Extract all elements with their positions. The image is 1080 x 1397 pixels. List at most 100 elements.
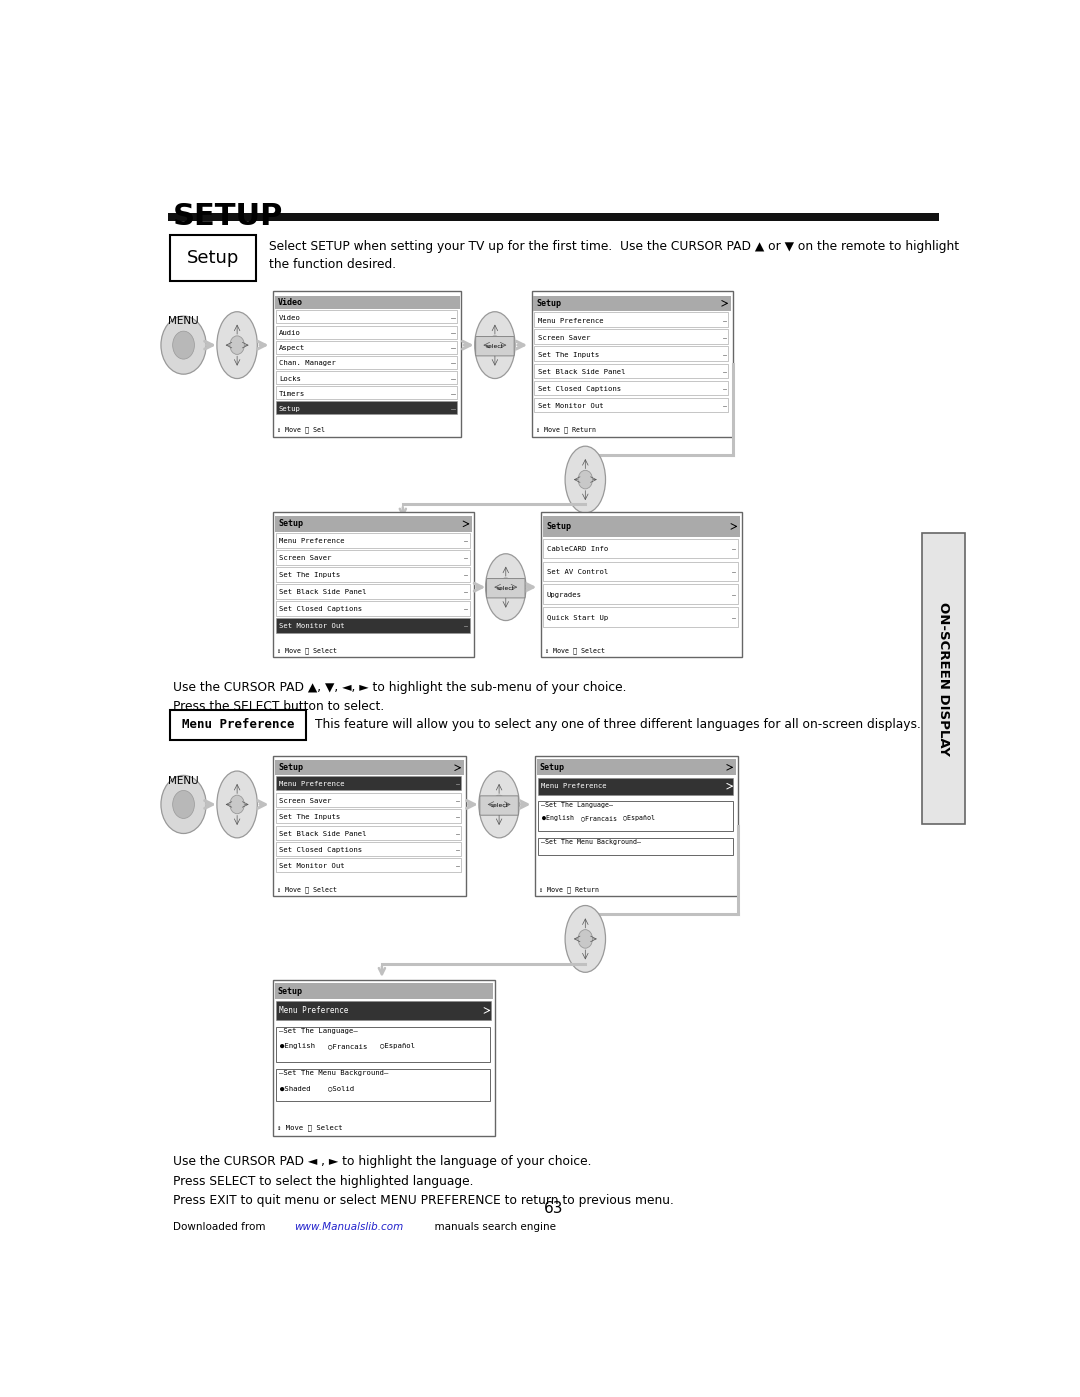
FancyBboxPatch shape xyxy=(275,777,461,791)
FancyBboxPatch shape xyxy=(275,532,470,548)
FancyBboxPatch shape xyxy=(538,778,733,795)
Text: ↕ Move Ⓢ Sel: ↕ Move Ⓢ Sel xyxy=(278,426,325,433)
Text: ○Solid: ○Solid xyxy=(327,1085,354,1091)
Ellipse shape xyxy=(217,771,257,838)
FancyBboxPatch shape xyxy=(273,292,461,437)
FancyBboxPatch shape xyxy=(171,236,256,281)
Text: Set Black Side Panel: Set Black Side Panel xyxy=(279,590,366,595)
Text: ↕ Move Ⓢ Return: ↕ Move Ⓢ Return xyxy=(536,426,596,433)
FancyBboxPatch shape xyxy=(539,802,732,831)
Text: —Set The Language—: —Set The Language— xyxy=(279,1028,357,1034)
Text: Set The Inputs: Set The Inputs xyxy=(279,573,340,578)
Text: Set Closed Captions: Set Closed Captions xyxy=(279,606,362,612)
FancyBboxPatch shape xyxy=(275,356,457,369)
Text: ↕ Move Ⓢ Select: ↕ Move Ⓢ Select xyxy=(278,647,337,654)
Text: Aspect: Aspect xyxy=(279,345,306,351)
Ellipse shape xyxy=(578,471,593,489)
FancyBboxPatch shape xyxy=(274,983,494,999)
Ellipse shape xyxy=(578,929,593,949)
FancyBboxPatch shape xyxy=(535,380,728,395)
FancyBboxPatch shape xyxy=(535,346,728,362)
FancyBboxPatch shape xyxy=(535,330,728,344)
FancyBboxPatch shape xyxy=(543,539,738,559)
FancyBboxPatch shape xyxy=(275,1002,490,1020)
Text: ↕ Move Ⓢ Return: ↕ Move Ⓢ Return xyxy=(539,886,599,893)
Text: —Set The Menu Background—: —Set The Menu Background— xyxy=(279,1070,389,1076)
FancyBboxPatch shape xyxy=(534,296,731,312)
Text: Setup: Setup xyxy=(279,520,303,528)
Ellipse shape xyxy=(217,312,257,379)
Text: Setup: Setup xyxy=(546,522,571,531)
Text: Setup: Setup xyxy=(187,249,239,267)
FancyBboxPatch shape xyxy=(537,760,735,775)
Text: Menu Preference: Menu Preference xyxy=(279,538,345,543)
Text: Locks: Locks xyxy=(279,376,301,381)
FancyBboxPatch shape xyxy=(275,341,457,353)
Text: Select SETUP when setting your TV up for the first time.  Use the CURSOR PAD ▲ o: Select SETUP when setting your TV up for… xyxy=(269,240,959,271)
Circle shape xyxy=(161,775,206,834)
FancyBboxPatch shape xyxy=(535,756,738,895)
Text: ↕ Move Ⓢ Select: ↕ Move Ⓢ Select xyxy=(545,647,605,654)
Text: ○Español: ○Español xyxy=(380,1044,415,1049)
Text: Set Closed Captions: Set Closed Captions xyxy=(538,386,621,393)
FancyBboxPatch shape xyxy=(486,578,525,598)
Text: Set Closed Captions: Set Closed Captions xyxy=(279,847,362,854)
FancyBboxPatch shape xyxy=(275,584,470,599)
Text: ●English: ●English xyxy=(280,1044,314,1049)
Text: ●English: ●English xyxy=(542,816,573,821)
Text: Upgrades: Upgrades xyxy=(546,592,582,598)
Text: Menu Preference: Menu Preference xyxy=(538,317,604,324)
Ellipse shape xyxy=(491,795,507,813)
Text: Chan. Manager: Chan. Manager xyxy=(279,360,336,366)
FancyBboxPatch shape xyxy=(275,372,457,384)
Text: Set The Inputs: Set The Inputs xyxy=(538,352,598,358)
Text: Video: Video xyxy=(279,314,301,321)
Text: Menu Preference: Menu Preference xyxy=(541,784,607,789)
Text: SETUP: SETUP xyxy=(173,203,283,231)
Text: manuals search engine: manuals search engine xyxy=(428,1222,556,1232)
Text: Set The Inputs: Set The Inputs xyxy=(279,814,340,820)
Text: Setup: Setup xyxy=(279,407,301,412)
FancyBboxPatch shape xyxy=(275,401,457,415)
Ellipse shape xyxy=(230,335,244,355)
Text: ○Francais: ○Francais xyxy=(327,1044,367,1049)
Text: Set Monitor Out: Set Monitor Out xyxy=(538,402,604,409)
Text: Use the CURSOR PAD ◄ , ► to highlight the language of your choice.
Press SELECT : Use the CURSOR PAD ◄ , ► to highlight th… xyxy=(173,1155,674,1207)
Text: select: select xyxy=(486,344,503,349)
FancyBboxPatch shape xyxy=(275,842,461,856)
Text: Timers: Timers xyxy=(279,391,306,397)
FancyBboxPatch shape xyxy=(535,398,728,412)
Ellipse shape xyxy=(499,578,513,597)
Text: Set Monitor Out: Set Monitor Out xyxy=(279,863,345,869)
FancyBboxPatch shape xyxy=(275,326,457,338)
FancyBboxPatch shape xyxy=(275,386,457,400)
FancyBboxPatch shape xyxy=(543,562,738,581)
Text: Setup: Setup xyxy=(539,763,564,771)
FancyBboxPatch shape xyxy=(171,710,306,740)
FancyBboxPatch shape xyxy=(480,796,518,816)
Text: Set Monitor Out: Set Monitor Out xyxy=(279,623,345,630)
FancyBboxPatch shape xyxy=(543,608,738,627)
Text: ○Francais: ○Francais xyxy=(581,816,617,821)
Text: www.Manualslib.com: www.Manualslib.com xyxy=(294,1222,403,1232)
Text: CableCARD Info: CableCARD Info xyxy=(546,546,608,552)
Circle shape xyxy=(173,331,194,359)
Ellipse shape xyxy=(230,795,244,813)
Circle shape xyxy=(173,791,194,819)
Text: Set Black Side Panel: Set Black Side Panel xyxy=(279,830,366,837)
Text: Quick Start Up: Quick Start Up xyxy=(546,615,608,620)
Text: Setup: Setup xyxy=(278,986,302,996)
FancyBboxPatch shape xyxy=(168,212,939,222)
FancyBboxPatch shape xyxy=(275,567,470,581)
Text: Screen Saver: Screen Saver xyxy=(279,555,332,562)
FancyBboxPatch shape xyxy=(543,584,738,604)
FancyBboxPatch shape xyxy=(274,296,460,309)
Text: MENU: MENU xyxy=(168,775,199,785)
Ellipse shape xyxy=(565,905,606,972)
Text: ↕ Move Ⓢ Select: ↕ Move Ⓢ Select xyxy=(278,886,337,893)
Text: MENU: MENU xyxy=(168,317,199,327)
Text: Screen Saver: Screen Saver xyxy=(279,798,332,803)
FancyBboxPatch shape xyxy=(274,760,464,775)
Ellipse shape xyxy=(475,312,515,379)
FancyBboxPatch shape xyxy=(273,756,465,895)
